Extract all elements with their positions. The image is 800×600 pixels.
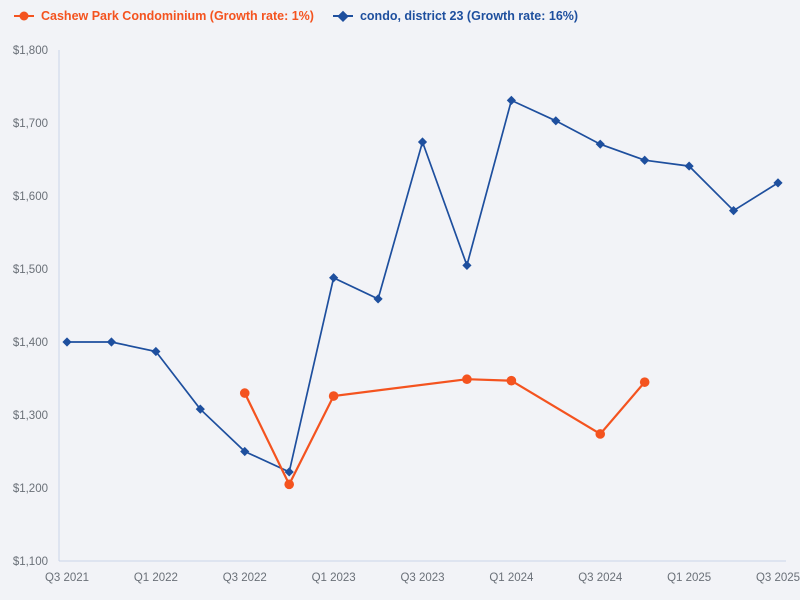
legend-item-cashew-park-condominium[interactable]: Cashew Park Condominium (Growth rate: 1%… bbox=[14, 9, 314, 23]
x-tick-label: Q3 2024 bbox=[578, 572, 623, 584]
data-point-marker[interactable] bbox=[284, 467, 294, 477]
x-tick-label: Q1 2023 bbox=[312, 572, 356, 584]
x-tick-label: Q3 2022 bbox=[223, 572, 267, 584]
data-point-marker[interactable] bbox=[195, 404, 205, 414]
y-tick-label: $1,700 bbox=[13, 118, 48, 130]
legend-item-condo-district-23[interactable]: condo, district 23 (Growth rate: 16%) bbox=[332, 9, 579, 23]
y-tick-label: $1,300 bbox=[13, 410, 48, 422]
circle-marker-icon bbox=[14, 10, 34, 22]
y-tick-label: $1,600 bbox=[13, 191, 48, 203]
y-tick-label: $1,500 bbox=[13, 264, 48, 276]
data-point-marker[interactable] bbox=[684, 161, 694, 171]
data-point-marker[interactable] bbox=[728, 206, 739, 216]
data-point-marker[interactable] bbox=[417, 137, 428, 147]
diamond-marker-icon bbox=[332, 10, 353, 22]
x-tick-label: Q1 2022 bbox=[134, 572, 178, 584]
data-point-marker[interactable] bbox=[639, 377, 650, 387]
data-point-marker[interactable] bbox=[462, 374, 472, 385]
data-point-marker[interactable] bbox=[462, 260, 472, 270]
legend-label-condo-district-23: condo, district 23 (Growth rate: 16%) bbox=[359, 9, 579, 23]
x-tick-label: Q3 2025 bbox=[756, 572, 800, 584]
y-tick-label: $1,400 bbox=[13, 337, 48, 349]
series-line-1 bbox=[67, 99, 779, 474]
y-tick-label: $1,800 bbox=[13, 45, 48, 57]
data-point-marker[interactable] bbox=[284, 479, 294, 490]
data-point-marker[interactable] bbox=[595, 139, 605, 149]
data-point-marker[interactable] bbox=[328, 391, 339, 401]
data-point-marker[interactable] bbox=[595, 429, 606, 439]
data-point-marker[interactable] bbox=[551, 116, 561, 126]
data-point-marker[interactable] bbox=[106, 337, 117, 347]
data-point-marker[interactable] bbox=[506, 95, 516, 105]
data-point-marker[interactable] bbox=[506, 375, 517, 386]
data-point-marker[interactable] bbox=[151, 346, 161, 357]
data-point-marker[interactable] bbox=[329, 273, 339, 283]
y-tick-label: $1,100 bbox=[13, 556, 48, 568]
x-tick-label: Q3 2023 bbox=[400, 572, 444, 584]
data-point-marker[interactable] bbox=[240, 446, 250, 457]
data-point-marker[interactable] bbox=[62, 337, 72, 347]
x-tick-label: Q1 2025 bbox=[667, 572, 711, 584]
series-line-0 bbox=[243, 378, 646, 487]
x-tick-label: Q3 2021 bbox=[45, 572, 89, 584]
y-tick-label: $1,200 bbox=[13, 483, 48, 495]
chart-legend: Cashew Park Condominium (Growth rate: 1%… bbox=[14, 9, 578, 23]
legend-label-cashew-park: Cashew Park Condominium (Growth rate: 1%… bbox=[41, 9, 314, 23]
data-point-marker[interactable] bbox=[640, 155, 650, 165]
data-point-marker[interactable] bbox=[773, 178, 783, 188]
x-tick-label: Q1 2024 bbox=[489, 572, 534, 584]
data-point-marker[interactable] bbox=[373, 294, 383, 304]
data-point-marker[interactable] bbox=[239, 388, 250, 398]
